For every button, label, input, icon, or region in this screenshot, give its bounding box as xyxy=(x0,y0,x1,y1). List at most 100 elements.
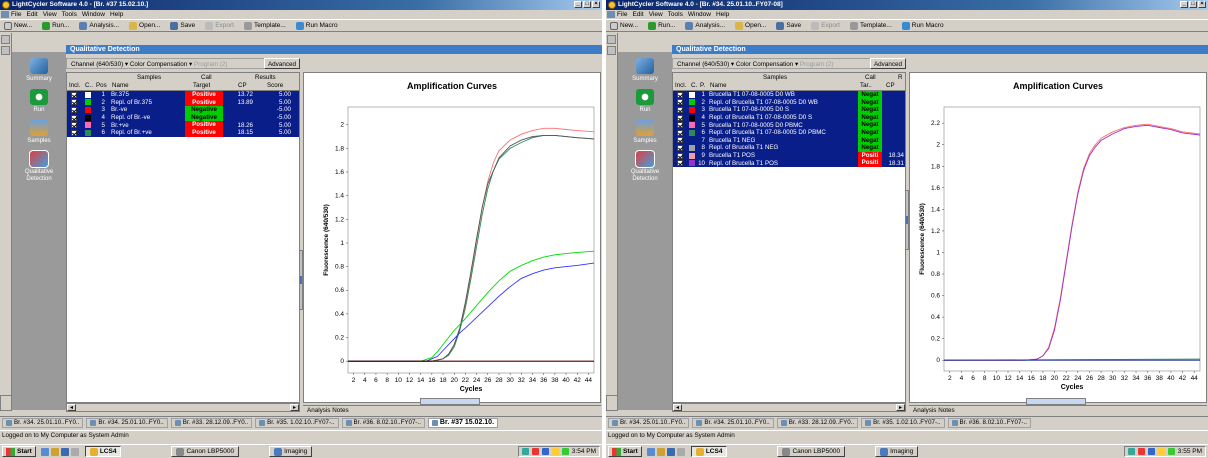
color-swatch[interactable] xyxy=(689,122,695,129)
scroll-left-arrow[interactable]: ◂ xyxy=(67,404,76,411)
header-pos[interactable]: Pos xyxy=(96,82,107,89)
doc-tab[interactable]: Br. #34. 25.01.10..FY0.. xyxy=(2,417,84,428)
minimize-button[interactable]: _ xyxy=(574,1,582,8)
ie-icon[interactable] xyxy=(666,447,675,456)
save-button[interactable]: Save xyxy=(170,21,195,30)
analysis-button[interactable]: Analysis... xyxy=(685,21,725,30)
task-canon[interactable]: Canon LBP5000 xyxy=(171,446,240,457)
tray-icon[interactable] xyxy=(561,448,569,455)
folder-icon[interactable] xyxy=(50,447,59,456)
nav-samples[interactable]: Samples xyxy=(618,120,672,145)
doc-tab[interactable]: Br. #33. 28.12.09..FY0.. xyxy=(776,417,859,428)
menu-window[interactable]: Window xyxy=(687,11,711,18)
table-row[interactable]: 5 Br.+ve Positive 18.26 5.00 xyxy=(67,121,299,129)
table-row[interactable]: 4 Repl. of Br.-ve Negative -5.00 xyxy=(67,113,299,122)
include-checkbox[interactable] xyxy=(71,99,77,106)
tray-icon[interactable] xyxy=(1157,448,1165,455)
header-incl[interactable]: Incl. xyxy=(675,82,687,89)
scroll-left-arrow[interactable]: ◂ xyxy=(673,404,682,411)
nav-summary[interactable]: Summary xyxy=(12,58,66,83)
color-swatch[interactable] xyxy=(85,99,91,106)
channel-selector[interactable]: Channel (640/530) xyxy=(677,61,730,68)
table-row[interactable]: 5 Brucella T1 07-08-0005 D0 PBMC Negat xyxy=(673,121,905,129)
tray-icon[interactable] xyxy=(1167,448,1175,455)
nav-qualitative-detection[interactable]: Qualitative Detection xyxy=(618,150,672,183)
tray-icon[interactable] xyxy=(541,448,549,455)
table-row[interactable]: 2 Repl. of Br.375 Positive 13.89 5.00 xyxy=(67,98,299,107)
pane-splitter[interactable] xyxy=(905,190,909,250)
chart-scroll-thumb[interactable] xyxy=(1026,398,1086,405)
scroll-right-arrow[interactable]: ▸ xyxy=(290,404,299,411)
doc-tab[interactable]: Br. #36. 8.02.10..FY07-.. xyxy=(947,417,1031,428)
include-checkbox[interactable] xyxy=(677,91,683,98)
advanced-button[interactable]: Advanced xyxy=(869,58,906,69)
sidebar-scrollbar[interactable] xyxy=(0,395,12,411)
close-button[interactable]: × xyxy=(592,1,600,8)
new-button[interactable]: New... xyxy=(4,21,32,30)
table-row[interactable]: 7 Brucella T1 NEG Negat xyxy=(673,136,905,145)
tray-icon[interactable] xyxy=(521,448,529,455)
task-lcs4[interactable]: LCS4 xyxy=(84,446,122,457)
sidebar-scrollbar[interactable] xyxy=(606,395,618,411)
doc-tab[interactable]: Br. #34. 25.01.10..FY0.. xyxy=(692,417,774,428)
include-checkbox[interactable] xyxy=(71,114,77,121)
analysis-notes[interactable]: Analysis Notes xyxy=(303,405,601,415)
header-cp[interactable]: CP xyxy=(238,82,247,89)
table-row[interactable]: 6 Repl. of Brucella T1 07-08-0005 D0 PBMC… xyxy=(673,128,905,137)
table-row[interactable]: 6 Repl. of Br.+ve Positive 18.15 5.00 xyxy=(67,128,299,137)
color-swatch[interactable] xyxy=(85,106,91,113)
tray-icon[interactable] xyxy=(1137,448,1145,455)
open-button[interactable]: Open... xyxy=(735,21,766,30)
new-button[interactable]: New... xyxy=(610,21,638,30)
desktop-icon[interactable] xyxy=(646,447,655,456)
doc-tab[interactable]: Br. #35. 1.02.10..FY07-.. xyxy=(255,417,339,428)
program-selector[interactable]: Program (2) xyxy=(799,61,834,68)
advanced-button[interactable]: Advanced xyxy=(263,58,300,69)
include-checkbox[interactable] xyxy=(677,106,683,113)
include-checkbox[interactable] xyxy=(677,144,683,151)
dock-toggle[interactable] xyxy=(607,35,616,44)
include-checkbox[interactable] xyxy=(677,129,683,136)
maximize-button[interactable]: □ xyxy=(1189,1,1197,8)
header-target[interactable]: Tar.. xyxy=(860,82,872,89)
table-row[interactable]: 3 Br.-ve Negative -5.00 xyxy=(67,106,299,114)
menu-view[interactable]: View xyxy=(42,11,57,18)
include-checkbox[interactable] xyxy=(677,122,683,129)
include-checkbox[interactable] xyxy=(677,137,683,144)
run-button[interactable]: Run... xyxy=(42,21,69,30)
nav-run[interactable]: Run xyxy=(12,89,66,114)
doc-tab[interactable]: Br. #33. 28.12.09..FY0.. xyxy=(170,417,253,428)
header-name[interactable]: Name xyxy=(710,82,727,89)
include-checkbox[interactable] xyxy=(677,152,683,159)
table-row[interactable]: 2 Repl. of Brucella T1 07-08-0005 D0 WB Ne… xyxy=(673,98,905,107)
chart-scroll-thumb[interactable] xyxy=(420,398,480,405)
color-swatch[interactable] xyxy=(689,137,695,144)
table-scrollbar[interactable]: ◂ ▸ xyxy=(672,403,906,412)
table-row[interactable]: 10 Repl. of Brucella T1 POS Positi 18.31 xyxy=(673,159,905,167)
run-button[interactable]: Run... xyxy=(648,21,675,30)
include-checkbox[interactable] xyxy=(71,122,77,129)
menu-help[interactable]: Help xyxy=(715,11,730,18)
task-lcs4[interactable]: LCS4 xyxy=(690,446,728,457)
nav-summary[interactable]: Summary xyxy=(618,58,672,83)
export-button[interactable]: Export xyxy=(205,21,234,30)
tray-icon[interactable] xyxy=(1127,448,1135,455)
export-button[interactable]: Export xyxy=(811,21,840,30)
dock-toggle[interactable] xyxy=(607,46,616,55)
task-canon[interactable]: Canon LBP5000 xyxy=(777,446,846,457)
color-swatch[interactable] xyxy=(689,152,695,159)
menu-tools[interactable]: Tools xyxy=(667,11,683,18)
doc-tab[interactable]: Br. #34. 25.01.10..FY0.. xyxy=(608,417,690,428)
header-pos[interactable]: P. xyxy=(700,82,706,89)
save-button[interactable]: Save xyxy=(776,21,801,30)
color-swatch[interactable] xyxy=(689,91,695,98)
menu-edit[interactable]: Edit xyxy=(26,11,38,18)
analysis-button[interactable]: Analysis... xyxy=(79,21,119,30)
header-color[interactable]: C.. xyxy=(85,82,93,89)
run-macro-button[interactable]: Run Macro xyxy=(901,21,944,30)
header-cp[interactable]: CP xyxy=(886,82,895,89)
close-button[interactable]: × xyxy=(1198,1,1206,8)
table-row[interactable]: 8 Repl. of Brucella T1 NEG Negat xyxy=(673,144,905,152)
maximize-button[interactable]: □ xyxy=(583,1,591,8)
run-macro-button[interactable]: Run Macro xyxy=(295,21,338,30)
